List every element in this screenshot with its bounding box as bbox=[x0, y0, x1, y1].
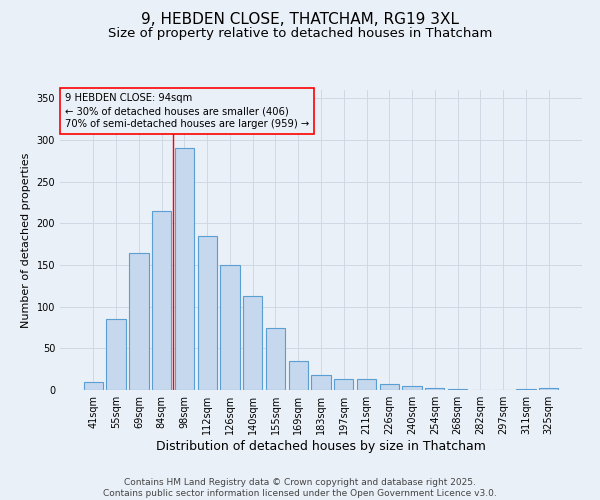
Y-axis label: Number of detached properties: Number of detached properties bbox=[21, 152, 31, 328]
Bar bbox=[334, 379, 353, 390]
Bar bbox=[311, 375, 331, 390]
Bar bbox=[266, 328, 285, 390]
Text: Contains HM Land Registry data © Crown copyright and database right 2025.
Contai: Contains HM Land Registry data © Crown c… bbox=[103, 478, 497, 498]
Bar bbox=[243, 296, 262, 390]
Bar bbox=[220, 265, 239, 390]
Bar bbox=[539, 388, 558, 390]
Bar bbox=[403, 386, 422, 390]
Bar bbox=[106, 319, 126, 390]
Bar bbox=[197, 236, 217, 390]
Text: 9, HEBDEN CLOSE, THATCHAM, RG19 3XL: 9, HEBDEN CLOSE, THATCHAM, RG19 3XL bbox=[141, 12, 459, 28]
Text: 9 HEBDEN CLOSE: 94sqm
← 30% of detached houses are smaller (406)
70% of semi-det: 9 HEBDEN CLOSE: 94sqm ← 30% of detached … bbox=[65, 93, 310, 130]
Bar bbox=[129, 252, 149, 390]
Bar bbox=[516, 389, 536, 390]
Text: Size of property relative to detached houses in Thatcham: Size of property relative to detached ho… bbox=[108, 28, 492, 40]
Bar bbox=[175, 148, 194, 390]
Bar bbox=[289, 361, 308, 390]
Bar bbox=[448, 389, 467, 390]
Bar bbox=[84, 382, 103, 390]
X-axis label: Distribution of detached houses by size in Thatcham: Distribution of detached houses by size … bbox=[156, 440, 486, 453]
Bar bbox=[357, 379, 376, 390]
Bar bbox=[152, 211, 172, 390]
Bar bbox=[380, 384, 399, 390]
Bar bbox=[425, 388, 445, 390]
